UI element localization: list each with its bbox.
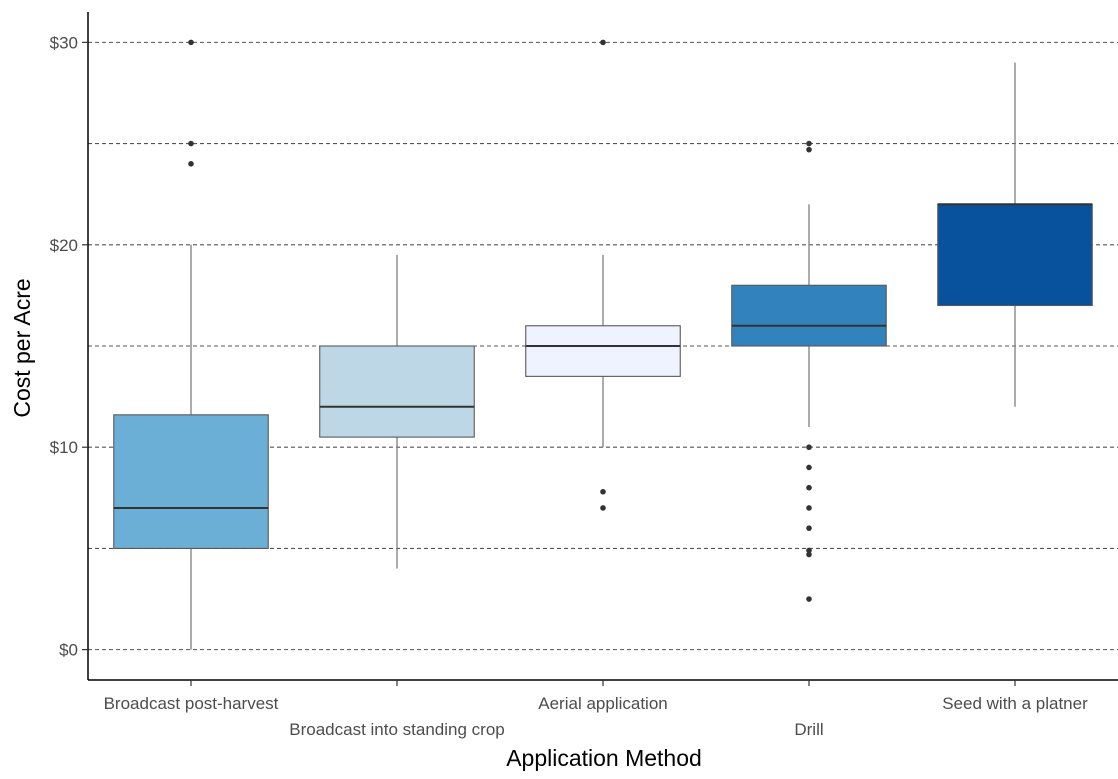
- outlier-point: [806, 444, 812, 451]
- outlier-point: [188, 140, 194, 147]
- x-tick-label: Drill: [794, 720, 823, 739]
- box-group: [525, 39, 681, 511]
- box-group: [113, 39, 269, 650]
- outlier-point: [188, 39, 194, 46]
- box-iqr: [937, 203, 1093, 307]
- outlier-point: [806, 505, 812, 511]
- outlier-point: [806, 464, 812, 471]
- outlier-point: [806, 596, 812, 602]
- outlier-point: [600, 505, 606, 511]
- outlier-point: [806, 525, 812, 531]
- box-layer: [113, 39, 1093, 650]
- outlier-point: [806, 547, 812, 554]
- y-tick-label: $30: [50, 33, 78, 52]
- box-iqr: [525, 325, 681, 377]
- outlier-point: [188, 161, 194, 167]
- y-axis-title: Cost per Acre: [9, 278, 35, 417]
- outlier-point: [806, 146, 812, 153]
- outlier-point: [806, 140, 812, 147]
- x-tick-label: Seed with a platner: [942, 694, 1088, 713]
- box-group: [319, 254, 475, 569]
- y-tick-label: $10: [50, 438, 78, 457]
- axis-layer: $0 $10 $20 $30 Broadcast post-harvest Broadca…: [50, 12, 1118, 739]
- outlier-point: [600, 39, 606, 46]
- box-group: [937, 62, 1093, 407]
- x-axis-title: Application Method: [506, 745, 702, 771]
- y-tick-label: $20: [50, 236, 78, 255]
- outlier-point: [600, 488, 606, 495]
- box-iqr: [113, 414, 269, 549]
- x-tick-label: Broadcast post-harvest: [104, 694, 279, 713]
- box-iqr: [319, 345, 475, 438]
- x-tick-label: Aerial application: [538, 694, 667, 713]
- box-group: [731, 140, 887, 602]
- outlier-point: [806, 484, 812, 491]
- box-iqr: [731, 284, 887, 347]
- y-tick-label: $0: [59, 641, 78, 660]
- x-tick-label: Broadcast into standing crop: [289, 720, 504, 739]
- outlier-point: [806, 551, 812, 558]
